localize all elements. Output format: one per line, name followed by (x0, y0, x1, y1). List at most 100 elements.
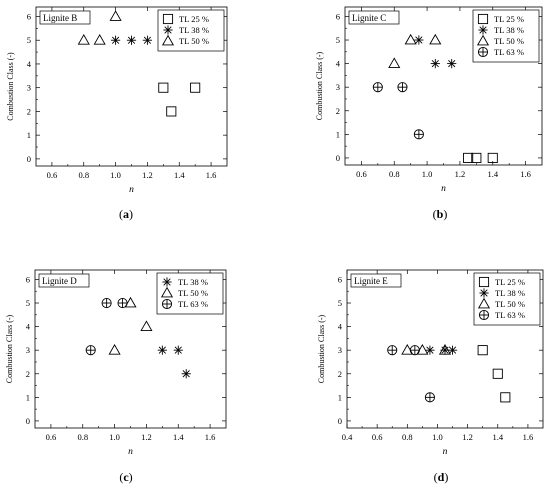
legend-label: TL 63 % (178, 299, 208, 309)
data-point (158, 82, 169, 93)
subplot-label: (c) (119, 470, 132, 484)
y-tick-label: 5 (338, 298, 342, 308)
x-tick-label: 1.2 (462, 432, 473, 442)
x-tick-label: 1.6 (523, 432, 534, 442)
legend-marker (477, 46, 489, 58)
x-tick-label: 0.8 (78, 170, 89, 180)
legend: TL 25 %TL 38 %TL 50 % (157, 9, 225, 52)
data-point (425, 345, 435, 355)
data-point (108, 343, 121, 355)
data-point (492, 368, 503, 379)
data-point (181, 369, 191, 379)
x-tick-label: 0.8 (389, 169, 400, 179)
data-point (447, 58, 457, 69)
y-tick-label: 4 (26, 322, 31, 332)
chart-panel-1: 0.6 0.8 1.0 1.2 1.4 1.6 0 1 2 3 4 5 6 n Combustion Cla… (6, 6, 228, 195)
legend-label: TL 38 % (495, 288, 525, 298)
y-tick-label: 3 (26, 345, 30, 355)
legend-label: TL 50 % (179, 36, 209, 46)
x-tick-label: 1.6 (205, 432, 216, 442)
y-tick-label: 3 (336, 82, 340, 92)
data-point (173, 345, 183, 355)
y-tick-label: 2 (26, 369, 30, 379)
data-point (409, 345, 420, 356)
x-tick-label: 0.6 (47, 170, 58, 180)
legend-label: TL 50 % (495, 299, 525, 309)
y-tick-label: 6 (336, 11, 340, 21)
y-tick-label: 0 (27, 154, 31, 164)
data-point (166, 106, 177, 117)
data-point (397, 82, 408, 93)
legend-box (472, 9, 540, 63)
x-tick-label: 1.4 (173, 432, 184, 442)
data-point (447, 345, 458, 355)
legend-label: TL 25 % (495, 277, 525, 287)
data-point (372, 82, 383, 93)
svg-text:Lignite C: Lignite C (352, 13, 386, 23)
legend-marker (161, 298, 173, 310)
legend-label: TL 38 % (178, 277, 208, 287)
legend-marker (162, 277, 172, 287)
legend-label: TL 63 % (495, 310, 525, 320)
data-point (424, 392, 435, 403)
subplot-label: (d) (434, 470, 449, 484)
y-tick-label: 0 (338, 416, 342, 426)
y-tick-label: 6 (338, 274, 342, 284)
legend-marker (476, 34, 490, 46)
x-tick-label: 0.8 (77, 432, 88, 442)
legend-marker (477, 297, 491, 309)
legend-label: TL 50 % (178, 288, 208, 298)
legend-box (156, 272, 224, 315)
panel-title: Lignite D (38, 273, 90, 288)
y-tick-label: 4 (336, 59, 341, 69)
data-point (110, 35, 121, 45)
chart-panel-2: 0.6 0.8 1.0 1.2 1.4 1.6 0 1 2 3 4 5 6 n Combustion Cla… (315, 6, 543, 194)
x-tick-label: 1.0 (422, 169, 433, 179)
x-tick-label: 0.6 (46, 432, 57, 442)
y-tick-label: 6 (26, 274, 30, 284)
x-tick-label: 1.4 (174, 170, 185, 180)
y-tick-label: 1 (336, 129, 340, 139)
y-tick-label: 2 (338, 369, 342, 379)
data-point (477, 345, 488, 356)
x-tick-label: 1.2 (141, 432, 152, 442)
data-point (93, 34, 106, 45)
data-point (430, 58, 440, 69)
legend-label: TL 50 % (494, 36, 524, 46)
chart-panel-4: 0.4 0.6 0.8 1.0 1.2 1.4 1.6 0 1 2 3 4 5 6 n Combustion … (317, 269, 544, 457)
legend-marker (479, 288, 489, 298)
y-tick-label: 1 (26, 392, 30, 402)
data-point (387, 345, 398, 356)
data-point (487, 152, 498, 163)
panel-title: Lignite C (348, 10, 400, 25)
legend-marker (163, 25, 173, 35)
y-tick-label: 2 (336, 106, 340, 116)
data-point (157, 345, 167, 355)
data-point (463, 152, 474, 163)
y-axis-label: Combustion Class (-) (315, 51, 324, 120)
x-tick-label: 1.0 (110, 170, 121, 180)
data-point (190, 82, 201, 93)
legend: TL 25 %TL 38 %TL 50 %TL 63 % (473, 272, 541, 326)
legend-marker (162, 13, 174, 25)
x-tick-label: 1.2 (142, 170, 153, 180)
data-point (124, 296, 137, 308)
legend-marker (478, 309, 490, 321)
y-tick-label: 4 (338, 322, 343, 332)
x-tick-label: 1.6 (520, 169, 531, 179)
data-point (471, 152, 482, 163)
legend-label: TL 38 % (179, 25, 209, 35)
svg-text:Lignite B: Lignite B (43, 13, 77, 23)
y-tick-label: 4 (27, 59, 32, 69)
y-tick-label: 3 (338, 345, 342, 355)
y-tick-label: 5 (26, 298, 30, 308)
data-point (77, 34, 90, 45)
data-point (85, 345, 96, 356)
x-tick-label: 1.4 (487, 169, 498, 179)
panel-title: Lignite E (350, 273, 402, 288)
data-point (109, 10, 122, 21)
data-point (388, 57, 401, 69)
x-axis-label: n (443, 447, 448, 457)
x-tick-label: 1.0 (109, 432, 120, 442)
